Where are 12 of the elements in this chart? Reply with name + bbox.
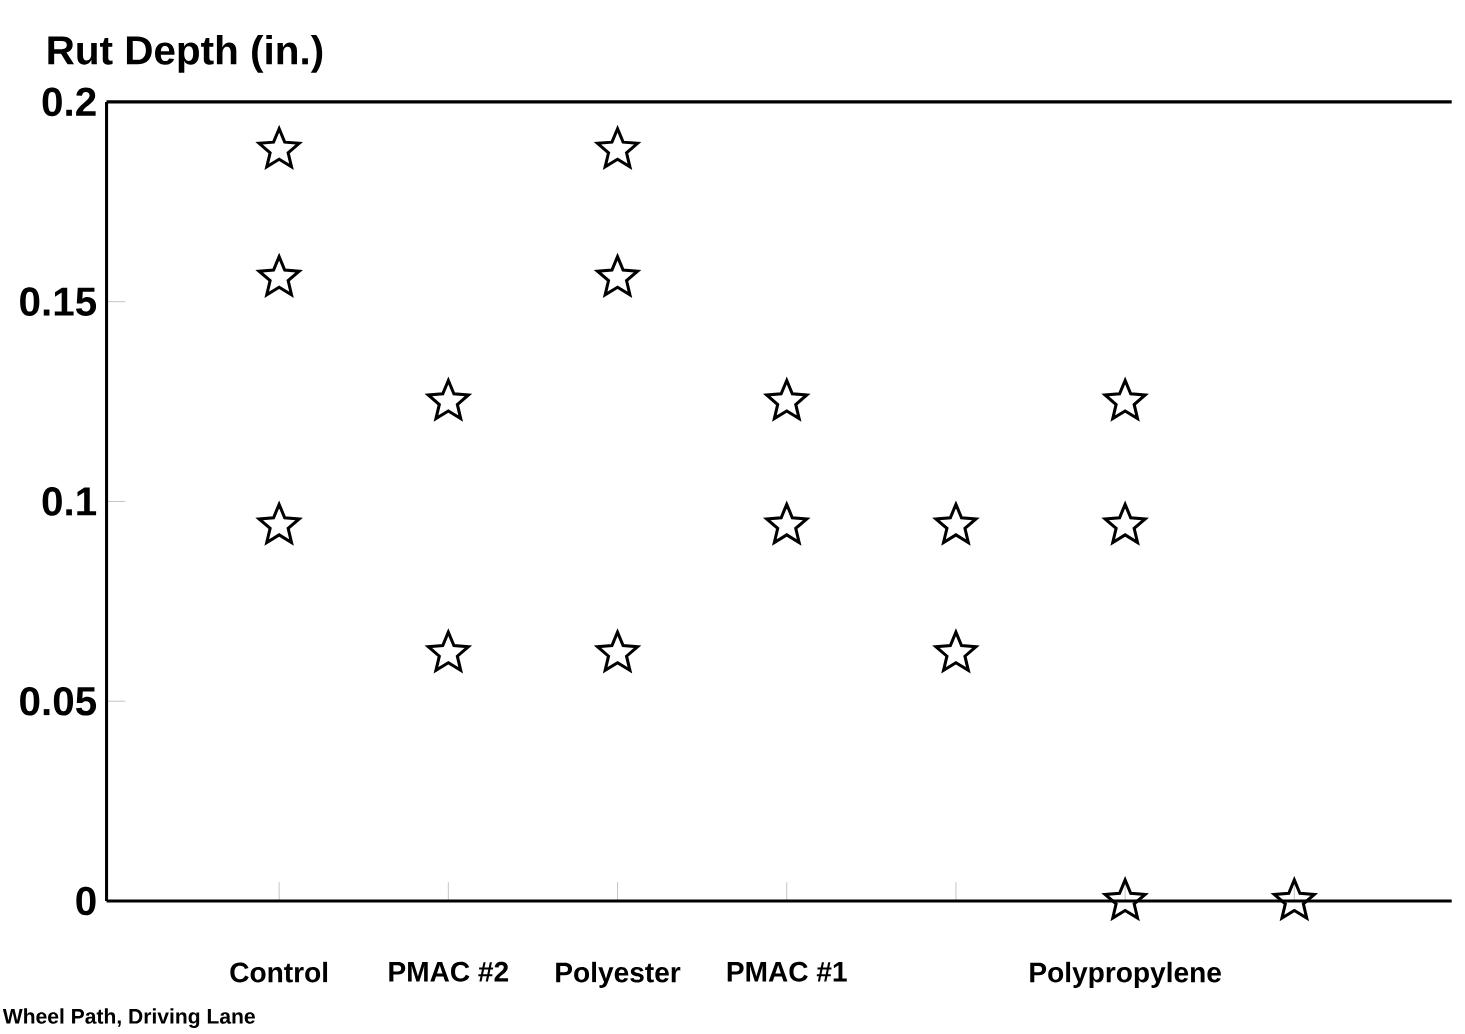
y-tick-label: 0.05 bbox=[20, 686, 97, 716]
x-tick-label: Polypropylene bbox=[1030, 961, 1221, 988]
y-axis-title: Rut Depth (in.) bbox=[48, 34, 323, 73]
text: Wheel Path, Driving Lane bbox=[2, 1008, 255, 1028]
y-tick-label: 0 bbox=[76, 886, 96, 916]
y-tick-label: 0.2 bbox=[42, 87, 96, 117]
x-tick-label: PMAC #2 bbox=[389, 961, 509, 982]
x-tick-label: PMAC #1 bbox=[727, 961, 847, 982]
y-tick-label: 0.1 bbox=[42, 487, 97, 516]
y-tick-label: 0.15 bbox=[20, 287, 97, 316]
x-tick-label: Control bbox=[230, 961, 328, 983]
x-tick-label: Polyester bbox=[556, 961, 681, 988]
